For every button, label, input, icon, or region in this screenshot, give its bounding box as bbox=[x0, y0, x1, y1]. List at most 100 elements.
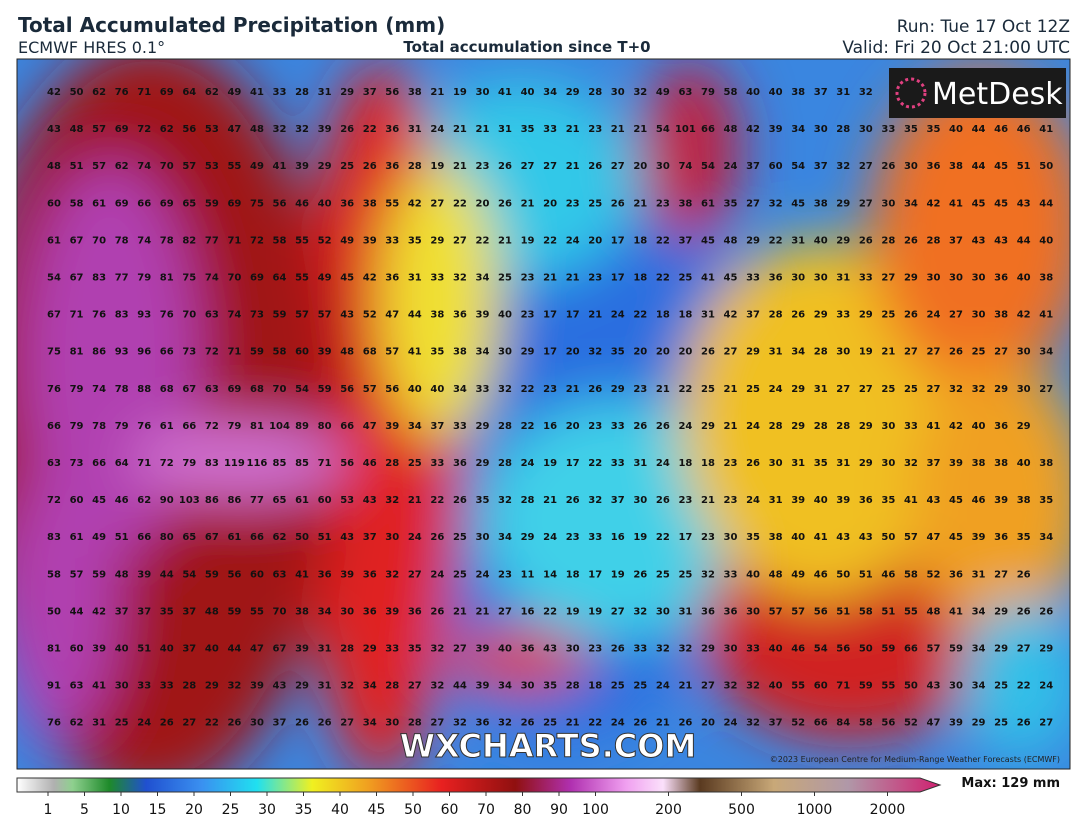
grid-value: 26 bbox=[1017, 606, 1031, 617]
grid-value: 21 bbox=[881, 347, 895, 358]
grid-value: 56 bbox=[881, 718, 895, 729]
grid-value: 33 bbox=[588, 532, 602, 543]
grid-value: 38 bbox=[1039, 273, 1053, 284]
grid-value: 17 bbox=[543, 310, 557, 321]
grid-value: 78 bbox=[115, 384, 129, 395]
grid-value: 70 bbox=[92, 235, 106, 246]
grid-value: 76 bbox=[115, 87, 129, 98]
grid-value: 45 bbox=[791, 198, 805, 209]
grid-value: 42 bbox=[724, 310, 738, 321]
grid-value: 26 bbox=[588, 384, 602, 395]
grid-value: 32 bbox=[701, 569, 715, 580]
grid-value: 29 bbox=[859, 458, 873, 469]
grid-value: 74 bbox=[92, 384, 106, 395]
colorbar-label: 35 bbox=[295, 802, 313, 818]
colorbar-label: 200 bbox=[655, 802, 682, 818]
grid-value: 60 bbox=[814, 681, 828, 692]
grid-value: 27 bbox=[994, 569, 1008, 580]
grid-value: 42 bbox=[363, 273, 377, 284]
map-frame bbox=[16, 58, 1071, 770]
grid-value: 21 bbox=[453, 124, 467, 135]
grid-value: 35 bbox=[724, 198, 738, 209]
grid-value: 16 bbox=[611, 532, 625, 543]
colorbar-label: 10 bbox=[112, 802, 130, 818]
grid-value: 62 bbox=[205, 87, 219, 98]
grid-value: 46 bbox=[1017, 124, 1031, 135]
grid-value: 50 bbox=[295, 532, 309, 543]
grid-value: 74 bbox=[227, 310, 241, 321]
grid-value: 66 bbox=[340, 421, 354, 432]
grid-value: 44 bbox=[227, 644, 241, 655]
grid-value: 37 bbox=[949, 235, 963, 246]
grid-value: 36 bbox=[859, 495, 873, 506]
grid-value: 22 bbox=[205, 718, 219, 729]
grid-value: 31 bbox=[408, 273, 422, 284]
grid-value: 71 bbox=[137, 458, 151, 469]
grid-value: 74 bbox=[137, 235, 151, 246]
grid-value: 59 bbox=[205, 569, 219, 580]
grid-value: 31 bbox=[769, 347, 783, 358]
grid-value: 55 bbox=[250, 606, 264, 617]
grid-value: 20 bbox=[633, 161, 647, 172]
grid-value: 27 bbox=[1039, 384, 1053, 395]
grid-value: 59 bbox=[949, 644, 963, 655]
grid-value: 38 bbox=[949, 161, 963, 172]
grid-value: 34 bbox=[363, 718, 377, 729]
grid-value: 54 bbox=[656, 124, 670, 135]
grid-value: 21 bbox=[408, 495, 422, 506]
grid-value: 24 bbox=[1039, 681, 1053, 692]
grid-value: 93 bbox=[115, 347, 129, 358]
grid-value: 30 bbox=[746, 606, 760, 617]
grid-value: 44 bbox=[972, 161, 986, 172]
grid-value: 21 bbox=[678, 681, 692, 692]
grid-value: 54 bbox=[182, 569, 196, 580]
grid-value: 29 bbox=[611, 384, 625, 395]
grid-value: 32 bbox=[836, 161, 850, 172]
grid-value: 37 bbox=[115, 606, 129, 617]
grid-value: 72 bbox=[205, 347, 219, 358]
grid-value: 32 bbox=[385, 495, 399, 506]
grid-value: 33 bbox=[453, 421, 467, 432]
grid-value: 18 bbox=[633, 235, 647, 246]
grid-value: 22 bbox=[475, 235, 489, 246]
grid-value: 29 bbox=[994, 384, 1008, 395]
grid-value: 45 bbox=[994, 161, 1008, 172]
grid-value: 62 bbox=[115, 161, 129, 172]
grid-value: 56 bbox=[227, 569, 241, 580]
grid-value: 30 bbox=[881, 458, 895, 469]
grid-value: 62 bbox=[70, 718, 84, 729]
grid-value: 24 bbox=[678, 421, 692, 432]
grid-value: 29 bbox=[859, 310, 873, 321]
grid-value: 26 bbox=[1039, 606, 1053, 617]
grid-value: 52 bbox=[318, 235, 332, 246]
grid-value: 56 bbox=[273, 198, 287, 209]
grid-value: 59 bbox=[92, 569, 106, 580]
grid-value: 74 bbox=[137, 161, 151, 172]
grid-value: 79 bbox=[182, 458, 196, 469]
grid-value: 62 bbox=[273, 532, 287, 543]
grid-value: 70 bbox=[182, 310, 196, 321]
grid-value: 26 bbox=[701, 347, 715, 358]
grid-value: 48 bbox=[724, 124, 738, 135]
grid-value: 24 bbox=[430, 124, 444, 135]
grid-value: 68 bbox=[160, 384, 174, 395]
grid-value: 28 bbox=[814, 421, 828, 432]
grid-value: 57 bbox=[70, 569, 84, 580]
colorbar-label: 80 bbox=[514, 802, 532, 818]
grid-value: 40 bbox=[769, 644, 783, 655]
grid-value: 63 bbox=[205, 310, 219, 321]
grid-value: 26 bbox=[859, 235, 873, 246]
grid-value: 39 bbox=[994, 495, 1008, 506]
grid-value: 44 bbox=[1017, 235, 1031, 246]
grid-value: 25 bbox=[611, 681, 625, 692]
grid-value: 29 bbox=[521, 347, 535, 358]
grid-value: 43 bbox=[836, 532, 850, 543]
grid-value: 40 bbox=[205, 644, 219, 655]
grid-value: 72 bbox=[250, 235, 264, 246]
grid-value: 103 bbox=[179, 495, 200, 506]
grid-value: 30 bbox=[1017, 347, 1031, 358]
grid-value: 40 bbox=[972, 421, 986, 432]
grid-value: 31 bbox=[836, 87, 850, 98]
grid-value: 25 bbox=[498, 273, 512, 284]
grid-value: 30 bbox=[881, 421, 895, 432]
